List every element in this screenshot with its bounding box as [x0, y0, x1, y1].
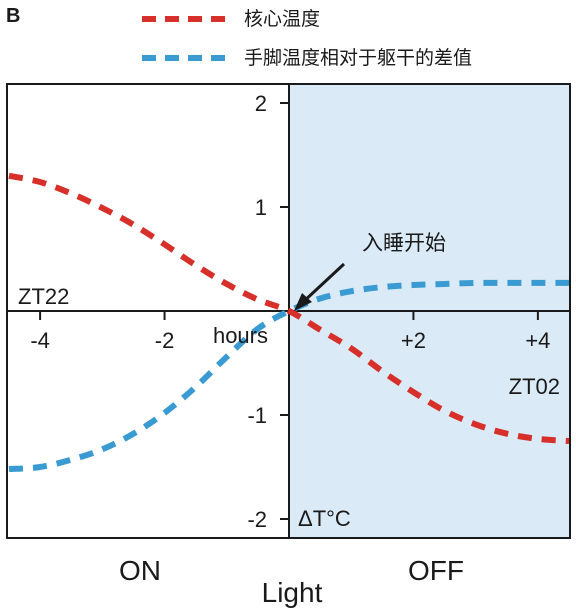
series-line-core-temperature [8, 172, 570, 444]
label-zt22: ZT22 [18, 284, 69, 309]
y-tick-label: 2 [255, 91, 267, 116]
series-layer [8, 172, 570, 473]
light-caption: Light [262, 577, 323, 608]
light-on-label: ON [119, 555, 161, 586]
y-tick-label: -2 [247, 507, 267, 532]
sleep-onset-label: 入睡开始 [362, 232, 446, 255]
legend-label-core: 核心温度 [244, 8, 320, 30]
y-tick-label: 1 [255, 195, 267, 220]
x-axis-label: hours [213, 323, 268, 348]
sleep-onset-arrow [294, 262, 346, 311]
panel-label: B [6, 5, 20, 27]
y-tick-labels: 2 1 -1 -2 [247, 91, 267, 532]
x-tick-label: +4 [525, 328, 550, 353]
x-tick-label: +2 [401, 328, 426, 353]
legend: 核心温度 手脚温度相对于躯干的差值 [142, 8, 472, 69]
legend-label-extremity: 手脚温度相对于躯干的差值 [244, 47, 472, 69]
x-tick-labels: -4 -2 +2 +4 [30, 328, 550, 353]
x-tick-label: -2 [155, 328, 175, 353]
label-zt02: ZT02 [509, 374, 560, 399]
light-off-label: OFF [408, 555, 464, 586]
x-tick-label: -4 [30, 328, 50, 353]
y-axis-label: ΔT°C [298, 506, 351, 531]
y-tick-label: -1 [247, 403, 267, 428]
